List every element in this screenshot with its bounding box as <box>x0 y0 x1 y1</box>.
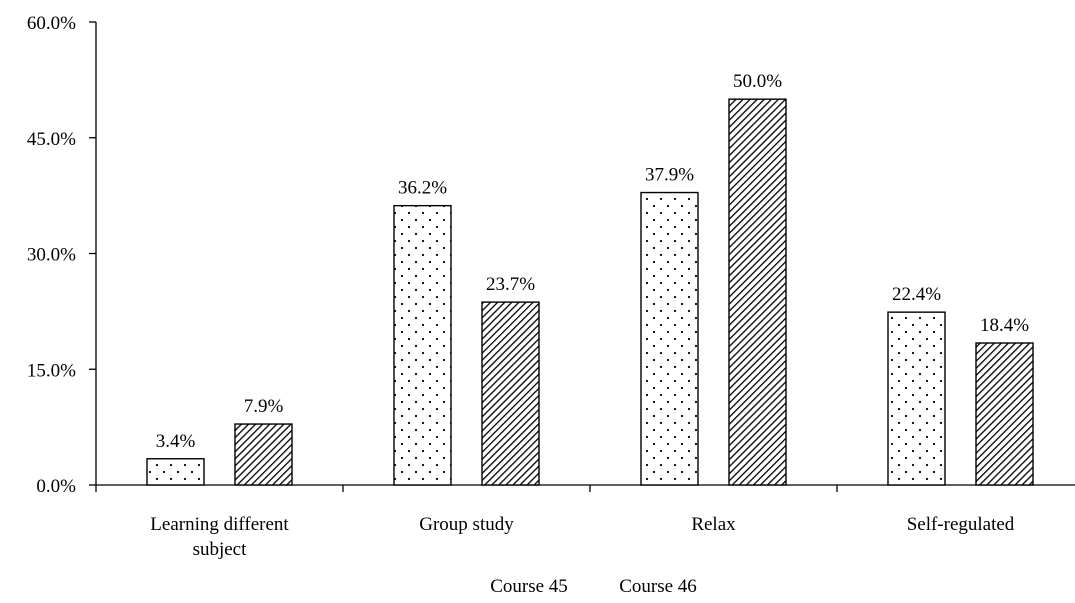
legend-label: Course 46 <box>619 576 697 597</box>
bar-course-46 <box>481 301 540 486</box>
bar-course-45 <box>640 191 699 486</box>
category-label: Self-regulated <box>907 514 1015 535</box>
category-label-line: Learning different <box>150 514 289 535</box>
data-label: 22.4% <box>892 284 941 305</box>
category-label: Relax <box>691 514 736 535</box>
category-label-line: Relax <box>691 514 736 535</box>
data-label: 37.9% <box>645 165 694 186</box>
data-label: 23.7% <box>486 274 535 295</box>
y-tick-label: 0.0% <box>36 476 76 497</box>
legend-label: Course 45 <box>490 576 568 597</box>
bar-course-45 <box>887 311 946 486</box>
category-labels: Learning different subject Group study Rela… <box>150 514 1015 560</box>
bar-course-45 <box>393 204 452 486</box>
bar-course-46 <box>234 423 293 486</box>
category-label-line: subject <box>193 539 248 560</box>
bar-course-46 <box>728 98 787 486</box>
category-label-line: Group study <box>419 514 514 535</box>
legend: Course 45 Course 46 <box>490 576 697 597</box>
y-tick-label: 15.0% <box>27 360 76 381</box>
data-label: 18.4% <box>980 315 1029 336</box>
data-label: 36.2% <box>398 178 447 199</box>
bar-course-45 <box>146 458 205 486</box>
y-tick-label: 45.0% <box>27 129 76 150</box>
data-label: 3.4% <box>156 431 196 452</box>
bar-course-46 <box>975 342 1034 486</box>
data-label: 50.0% <box>733 71 782 92</box>
y-tick-label: 30.0% <box>27 245 76 266</box>
y-tick-label: 60.0% <box>27 13 76 34</box>
y-axis: 0.0% 15.0% 30.0% 45.0% 60.0% <box>27 13 97 497</box>
value-labels: 3.4% 7.9% 36.2% 23.7% 37.9% 50.0% 22.4% 18.4% <box>156 71 1030 452</box>
data-label: 7.9% <box>244 396 284 417</box>
category-label-line: Self-regulated <box>907 514 1015 535</box>
bars <box>146 98 1034 486</box>
x-axis <box>95 484 1075 492</box>
category-label: Group study <box>419 514 514 535</box>
category-label: Learning different subject <box>150 514 289 560</box>
